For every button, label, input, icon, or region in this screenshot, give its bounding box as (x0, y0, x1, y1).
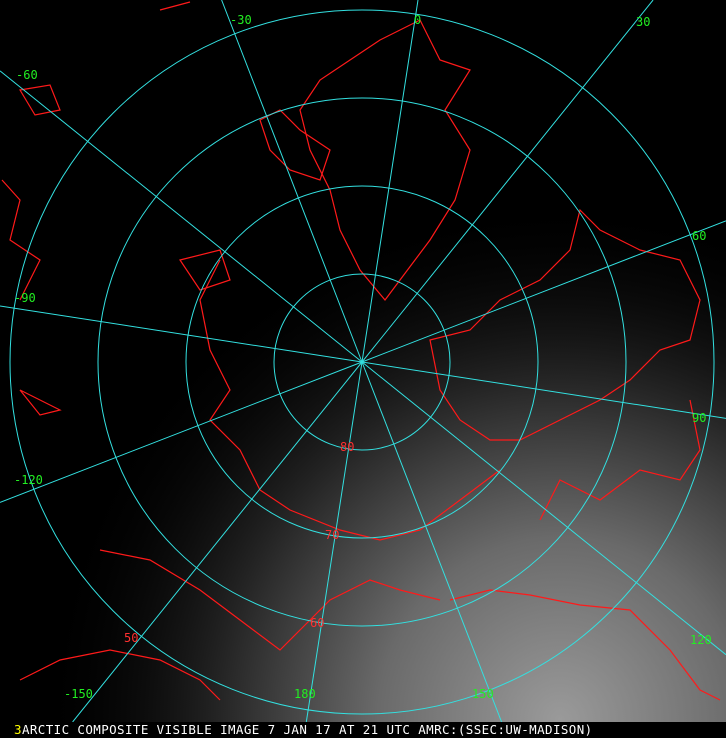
coastline-canadian-archipelago (429, 208, 701, 441)
longitude-label: -60 (16, 68, 38, 82)
coastline-novaya-zemlya (19, 249, 231, 416)
meridian-180 (305, 361, 363, 722)
meridian-0 (361, 0, 419, 363)
coastline-chukotka (99, 549, 441, 651)
longitude-label: 0 (414, 13, 421, 27)
graticule-labels: -30 0 30 -60 60 -90 90 -120 120 -150 150 180 80 70 60 5… (14, 13, 712, 701)
latitude-label: 50 (124, 631, 138, 645)
latitude-circle-80 (273, 273, 451, 451)
meridian-30 (361, 0, 654, 363)
coastlines (1, 1, 721, 701)
coastline-alaska (539, 399, 701, 521)
coastline-aleutians (449, 589, 721, 701)
caption-text: ARCTIC COMPOSITE VISIBLE IMAGE 7 JAN 17 … (21, 722, 593, 737)
longitude-label: 120 (690, 633, 712, 647)
meridian--60 (0, 70, 363, 363)
coastline-svalbard (259, 109, 331, 181)
longitude-label: -90 (14, 291, 36, 305)
meridian--120 (0, 361, 363, 503)
meridian-60 (361, 220, 726, 363)
polar-map: -30 0 30 -60 60 -90 90 -120 120 -150 150 180 80 70 60 5… (0, 0, 726, 722)
meridian--30 (221, 0, 363, 363)
meridian-150 (361, 361, 503, 722)
coastline-iceland (19, 1, 191, 116)
longitude-label: -120 (14, 473, 43, 487)
graticule (0, 0, 726, 722)
latitude-circle-60 (97, 97, 627, 627)
coastline-scandinavia (1, 179, 41, 301)
meridian-90 (361, 361, 726, 419)
meridian--150 (72, 361, 363, 722)
longitude-label: -150 (64, 687, 93, 701)
coastline-greenland (299, 19, 471, 301)
longitude-label: 90 (692, 411, 706, 425)
longitude-label: 60 (692, 229, 706, 243)
longitude-label: 180 (294, 687, 316, 701)
latitude-label: 80 (340, 440, 354, 454)
latitude-circle-50 (9, 9, 715, 715)
coastline-kamchatka (19, 649, 221, 701)
longitude-label: -30 (230, 13, 252, 27)
longitude-label: 150 (472, 687, 494, 701)
longitude-label: 30 (636, 15, 650, 29)
image-caption: 3ARCTIC COMPOSITE VISIBLE IMAGE 7 JAN 17… (0, 722, 726, 738)
coastline-siberia (199, 259, 501, 541)
latitude-label: 60 (310, 616, 324, 630)
latitude-label: 70 (325, 528, 339, 542)
meridian-120 (361, 361, 726, 656)
channel-number: 3 (14, 722, 22, 737)
latitude-circle-70 (185, 185, 539, 539)
meridian--90 (0, 305, 363, 363)
